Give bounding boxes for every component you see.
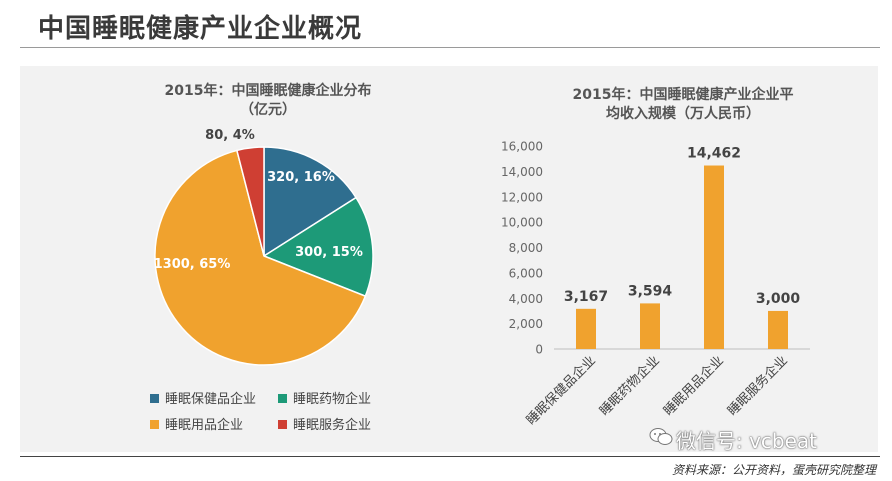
pie-data-label: 80, 4% xyxy=(205,128,255,143)
y-tick-label: 4,000 xyxy=(509,292,543,306)
x-category-label: 睡眠用品企业 xyxy=(660,353,726,419)
legend-label: 睡眠用品企业 xyxy=(165,418,244,433)
title-divider xyxy=(20,47,880,48)
legend-item-services: 睡眠服务企业 xyxy=(278,414,371,433)
y-tick-label: 8,000 xyxy=(509,241,543,255)
pie-slice xyxy=(235,146,265,257)
x-category-label: 睡眠药物企业 xyxy=(596,353,662,419)
legend-item-drugs: 睡眠药物企业 xyxy=(278,388,371,407)
pie-data-label: 1300, 65% xyxy=(154,257,231,272)
y-tick-label: 6,000 xyxy=(509,266,543,280)
x-category-label: 睡眠保健品企业 xyxy=(523,353,599,429)
bar-data-label: 3,167 xyxy=(564,289,608,305)
y-tick-label: 16,000 xyxy=(501,140,543,154)
y-tick-label: 2,000 xyxy=(509,317,543,331)
pie-data-label: 320, 16% xyxy=(267,170,335,185)
legend-swatch-blue xyxy=(150,394,159,403)
bar xyxy=(704,165,724,349)
legend-item-sleep-goods: 睡眠用品企业 xyxy=(150,414,243,433)
bar xyxy=(640,303,660,349)
pie-slice xyxy=(262,196,374,298)
bar-data-label: 14,462 xyxy=(687,146,741,162)
bar xyxy=(768,310,788,349)
pie-title-line-2: （亿元） xyxy=(240,102,296,118)
source-note: 资料来源：公开资料，蛋壳研究院整理 xyxy=(671,463,876,477)
legend-label: 睡眠保健品企业 xyxy=(165,392,257,407)
legend-swatch-red xyxy=(278,420,287,429)
pie-title-line-1: 2015年：中国睡眠健康企业分布 xyxy=(164,83,372,99)
bar xyxy=(576,308,596,349)
pie-slice xyxy=(154,149,367,366)
legend-label: 睡眠药物企业 xyxy=(293,392,372,407)
y-tick-label: 12,000 xyxy=(501,190,543,204)
pie-slice xyxy=(263,146,358,258)
bar-title-line-2: 均收入规模（万人民币） xyxy=(606,106,760,122)
legend-swatch-orange xyxy=(150,420,159,429)
y-tick-label: 0 xyxy=(535,343,543,357)
y-tick-label: 14,000 xyxy=(501,165,543,179)
legend-item-health-products: 睡眠保健品企业 xyxy=(150,388,256,407)
pie-chart-title: 2015年：中国睡眠健康企业分布 （亿元） xyxy=(118,82,418,120)
x-category-label: 睡眠服务企业 xyxy=(724,353,790,419)
bar-data-label: 3,594 xyxy=(628,283,673,299)
wechat-icon xyxy=(649,428,673,445)
bar-data-label: 3,000 xyxy=(756,291,801,307)
bar-chart-title: 2015年：中国睡眠健康产业企业平 均收入规模（万人民币） xyxy=(538,86,828,124)
bar-title-line-1: 2015年：中国睡眠健康产业企业平 xyxy=(572,87,794,103)
legend-label: 睡眠服务企业 xyxy=(293,418,372,433)
legend-swatch-green xyxy=(278,394,287,403)
page-title: 中国睡眠健康产业企业概况 xyxy=(38,14,363,44)
watermark-text: 微信号: vcbeat xyxy=(676,429,818,453)
y-tick-label: 10,000 xyxy=(501,216,543,230)
pie-data-label: 300, 15% xyxy=(295,245,363,260)
bottom-divider xyxy=(20,456,880,457)
